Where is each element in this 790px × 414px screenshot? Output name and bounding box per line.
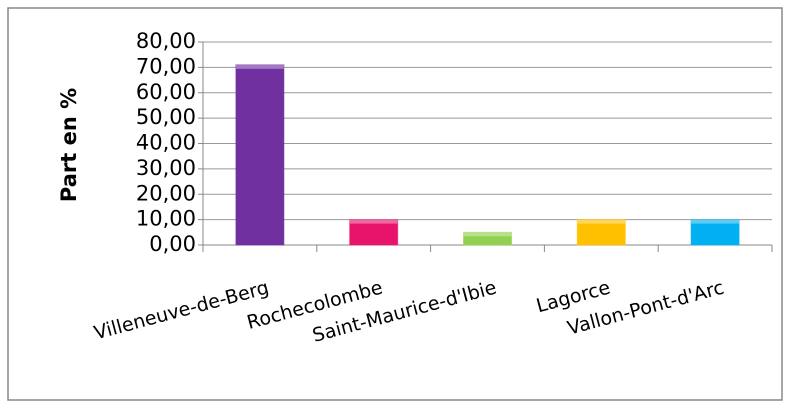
y-axis-label: Part en % — [57, 88, 81, 202]
bar — [349, 219, 399, 246]
y-tick-label: 50,00 — [136, 105, 196, 129]
y-tick-label: 30,00 — [136, 156, 196, 180]
chart-border — [7, 7, 783, 401]
bar — [463, 231, 512, 246]
bar-highlight — [463, 232, 512, 237]
y-tick-label: 80,00 — [136, 29, 196, 53]
bar-highlight — [349, 219, 398, 224]
y-tick-label: 40,00 — [136, 131, 196, 155]
y-tick-label: 60,00 — [136, 80, 196, 104]
bar-highlight — [577, 219, 626, 224]
y-tick-label: 70,00 — [136, 54, 196, 78]
bar-highlight — [235, 64, 284, 69]
bar — [235, 64, 285, 246]
bar — [576, 219, 626, 246]
bar-highlight — [691, 219, 740, 224]
y-tick-label: 20,00 — [136, 181, 196, 205]
y-tick-label: 10,00 — [136, 207, 196, 231]
y-tick-label: 0,00 — [149, 232, 196, 256]
bar — [690, 219, 740, 246]
